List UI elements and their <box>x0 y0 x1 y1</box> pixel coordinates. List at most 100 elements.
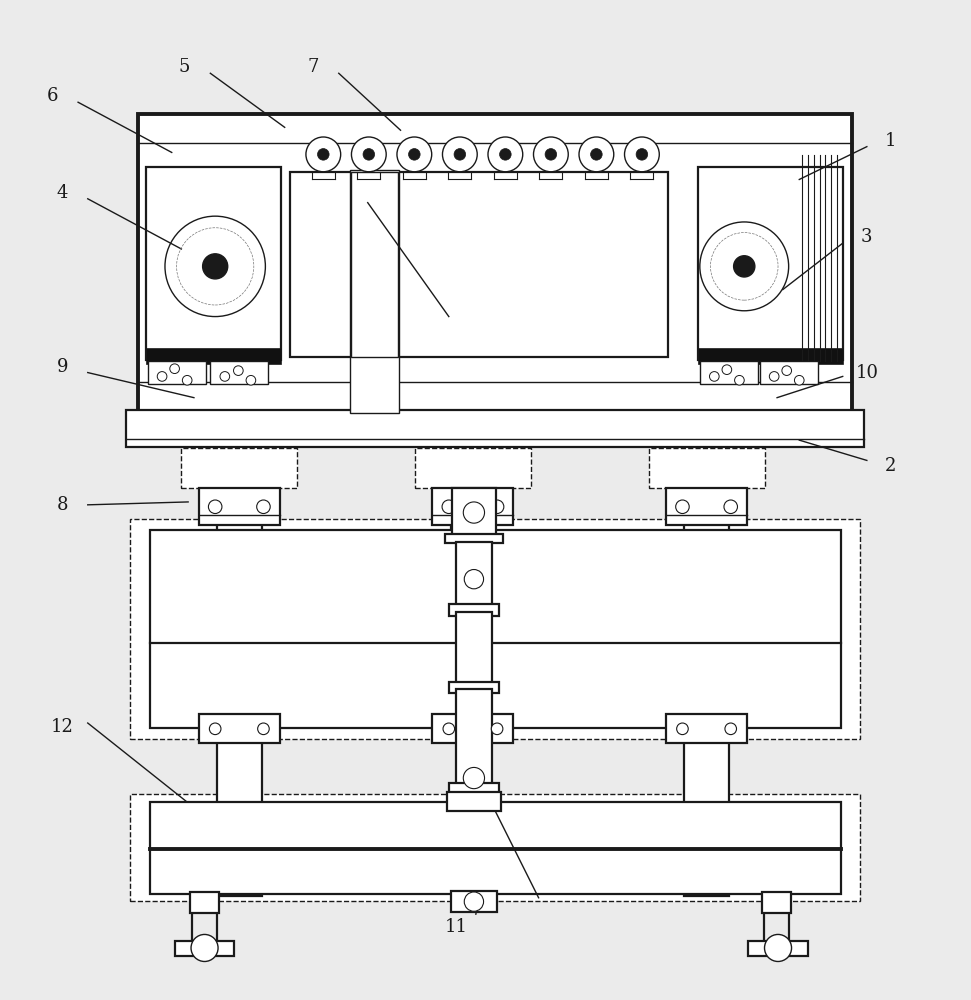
Bar <box>150 530 841 728</box>
Circle shape <box>306 137 341 172</box>
Circle shape <box>735 375 744 385</box>
Circle shape <box>590 149 602 160</box>
Circle shape <box>488 137 522 172</box>
Circle shape <box>579 137 614 172</box>
Bar <box>432 488 514 525</box>
Bar <box>351 170 399 413</box>
Bar <box>455 612 492 685</box>
Circle shape <box>769 372 779 381</box>
Bar <box>190 892 219 913</box>
Bar <box>211 361 268 384</box>
Circle shape <box>624 137 659 172</box>
Circle shape <box>764 934 791 961</box>
Circle shape <box>157 372 167 381</box>
Bar <box>449 604 499 616</box>
Bar <box>449 783 499 794</box>
Bar <box>455 542 492 608</box>
Circle shape <box>443 137 477 172</box>
Bar <box>649 448 764 488</box>
Circle shape <box>636 149 648 160</box>
Circle shape <box>463 502 485 523</box>
Circle shape <box>490 500 504 514</box>
Bar <box>449 682 499 693</box>
Circle shape <box>246 375 255 385</box>
Text: 11: 11 <box>445 918 468 936</box>
Text: 2: 2 <box>886 457 896 475</box>
Text: 4: 4 <box>57 184 68 202</box>
Bar <box>199 714 280 743</box>
Circle shape <box>165 216 265 317</box>
Bar <box>445 534 503 543</box>
Circle shape <box>724 500 738 514</box>
Text: 6: 6 <box>48 87 58 105</box>
Bar <box>218 524 261 698</box>
Bar <box>685 524 729 698</box>
Bar <box>148 361 206 384</box>
Bar <box>447 792 501 811</box>
Text: 5: 5 <box>179 58 190 76</box>
Bar <box>218 741 261 896</box>
Bar <box>138 114 853 413</box>
Bar <box>666 714 747 743</box>
Text: 3: 3 <box>861 228 873 246</box>
Bar <box>700 361 757 384</box>
Circle shape <box>257 723 269 735</box>
Bar <box>452 488 496 537</box>
Circle shape <box>464 892 484 911</box>
Bar <box>455 689 492 788</box>
Circle shape <box>191 934 218 961</box>
Bar <box>432 714 514 743</box>
Circle shape <box>397 137 432 172</box>
Bar <box>685 741 729 896</box>
Bar <box>666 488 747 525</box>
Circle shape <box>676 500 689 514</box>
Bar <box>182 448 297 488</box>
Circle shape <box>209 500 222 514</box>
Circle shape <box>352 137 386 172</box>
Bar <box>175 941 234 956</box>
Circle shape <box>203 254 228 279</box>
Circle shape <box>363 149 375 160</box>
Bar <box>126 410 864 447</box>
Bar <box>199 488 280 525</box>
Bar <box>761 892 790 913</box>
Text: 1: 1 <box>886 132 897 150</box>
Circle shape <box>545 149 556 160</box>
Circle shape <box>725 723 737 735</box>
Circle shape <box>722 365 732 374</box>
Circle shape <box>454 149 466 160</box>
Circle shape <box>183 375 192 385</box>
Bar <box>352 172 398 357</box>
Text: 10: 10 <box>855 364 879 382</box>
Bar <box>748 941 808 956</box>
Text: 7: 7 <box>308 58 319 76</box>
Circle shape <box>233 366 243 375</box>
Circle shape <box>256 500 270 514</box>
Bar <box>698 348 843 364</box>
Circle shape <box>409 149 420 160</box>
Circle shape <box>170 364 180 374</box>
Circle shape <box>710 372 720 381</box>
Circle shape <box>677 723 688 735</box>
Circle shape <box>782 366 791 375</box>
Circle shape <box>318 149 329 160</box>
Circle shape <box>491 723 503 735</box>
Circle shape <box>734 256 754 277</box>
Circle shape <box>442 500 455 514</box>
Bar <box>130 519 860 739</box>
Bar <box>130 794 860 901</box>
Circle shape <box>210 723 221 735</box>
Bar <box>146 348 281 364</box>
Circle shape <box>700 222 788 311</box>
Text: 8: 8 <box>57 496 68 514</box>
Bar <box>759 361 818 384</box>
Text: 9: 9 <box>57 358 68 376</box>
Circle shape <box>463 767 485 789</box>
Bar <box>150 802 841 894</box>
Circle shape <box>443 723 454 735</box>
Bar <box>451 524 495 698</box>
Circle shape <box>533 137 568 172</box>
Text: 12: 12 <box>51 718 74 736</box>
Circle shape <box>794 375 804 385</box>
Bar <box>698 167 843 360</box>
